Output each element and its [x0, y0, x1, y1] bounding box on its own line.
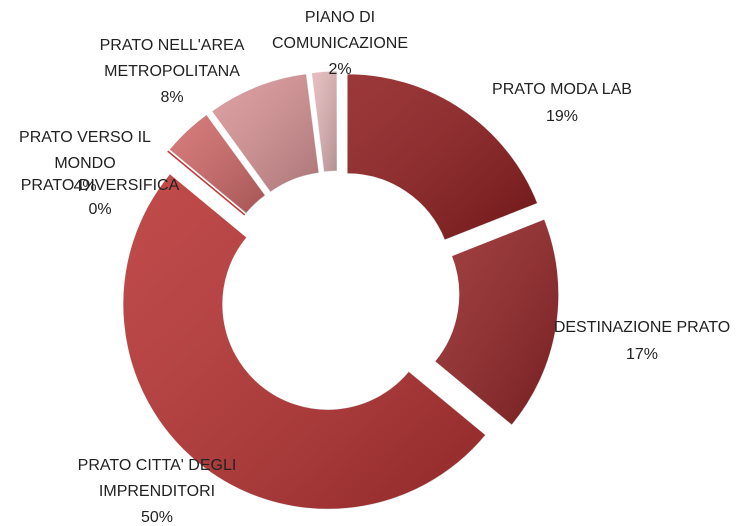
slice-label: PRATO DIVERSIFICA: [20, 177, 180, 194]
slice-value-label: 0%: [88, 201, 112, 218]
slice-value-label: 2%: [328, 61, 352, 78]
slice-label: PRATO NELL'AREA METROPOLITANA: [99, 37, 245, 80]
slice-value-label: 17%: [625, 346, 659, 363]
slice-value-label: 19%: [545, 108, 579, 125]
slice-label: PRATO CITTA' DEGLI IMPRENDITORI: [77, 457, 237, 500]
slice-label: PIANO DI COMUNICAZIONE: [272, 9, 408, 52]
slice-label: PRATO VERSO IL MONDO: [19, 129, 151, 172]
slice-label: PRATO MODA LAB: [492, 81, 632, 98]
slice-value-label: 50%: [140, 509, 174, 526]
slice-value-label: 4%: [73, 178, 97, 195]
slice-value-label: 8%: [160, 89, 184, 106]
slice-label: DESTINAZIONE PRATO: [553, 319, 731, 336]
